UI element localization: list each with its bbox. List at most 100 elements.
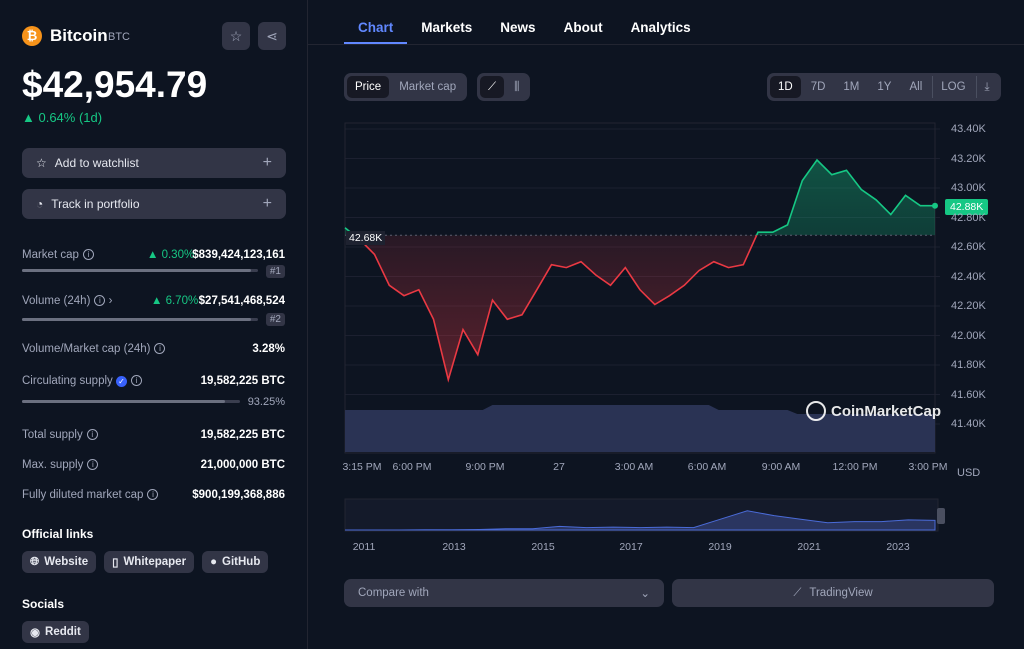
x-tick-label: 27: [553, 461, 565, 473]
candlestick-icon[interactable]: ⫼: [514, 81, 520, 93]
download-icon[interactable]: ⤓: [975, 76, 998, 98]
coin-symbol: BTC: [108, 31, 130, 43]
info-icon[interactable]: i: [87, 459, 99, 471]
market-cap-bar: [22, 269, 258, 272]
info-icon[interactable]: i: [130, 375, 142, 387]
rank-badge: #2: [265, 313, 285, 326]
current-point: [932, 202, 938, 209]
price-line-up: [344, 158, 935, 236]
info-icon[interactable]: i: [94, 295, 106, 307]
portfolio-label: Track in portfolio: [51, 197, 140, 211]
rank-badge: #1: [265, 265, 285, 278]
overview-line: [345, 510, 936, 531]
y-tick-label: 42.40K: [951, 270, 986, 283]
compare-with-select[interactable]: Compare with ⌄: [344, 579, 664, 607]
stat-value: 19,582,225 BTC: [200, 429, 285, 441]
tab-chart[interactable]: Chart: [344, 0, 408, 44]
y-tick-label: 42.20K: [951, 300, 986, 312]
range-1m[interactable]: 1M: [843, 81, 860, 93]
tab-news[interactable]: News: [500, 20, 536, 35]
x-tick-label: 3:00 PM: [908, 461, 948, 473]
market-cap-toggle[interactable]: Market cap: [399, 81, 457, 93]
info-icon[interactable]: i: [86, 429, 98, 441]
coinmarketcap-watermark: CoinMarketCap: [806, 401, 941, 421]
info-icon[interactable]: i: [82, 249, 94, 261]
range-1y[interactable]: 1Y: [877, 81, 892, 93]
y-tick-label: 41.60K: [951, 388, 986, 401]
x-tick-label: 3:00 AM: [614, 461, 654, 473]
plot-border: [344, 122, 936, 454]
info-icon[interactable]: i: [147, 489, 159, 501]
range-1d[interactable]: 1D: [770, 76, 801, 98]
document-icon: ▯: [112, 557, 119, 569]
stat-label: Market cap i: [22, 249, 94, 261]
price-toggle[interactable]: Price: [347, 76, 390, 98]
divider: [308, 44, 1024, 45]
website-link[interactable]: 🌐︎ Website: [22, 551, 97, 573]
github-link[interactable]: ● GitHub: [202, 551, 269, 573]
log-toggle[interactable]: LOG: [932, 76, 973, 98]
price: $42,954.79: [22, 64, 208, 105]
x-tick-label: 6:00 PM: [392, 461, 432, 473]
stat-value: 19,582,225 BTC: [200, 375, 285, 387]
add-to-watchlist-button[interactable]: ☆ Add to watchlist +: [22, 148, 286, 178]
stat-label: Volume (24h) i ›: [22, 295, 113, 307]
reddit-link[interactable]: ◉ Reddit: [22, 621, 89, 643]
globe-icon: 🌐︎: [30, 555, 40, 568]
socials-title: Socials: [22, 597, 65, 611]
stat-value: 3.28%: [252, 343, 285, 355]
github-icon: ●: [210, 556, 218, 568]
coin-name: Bitcoin: [50, 26, 108, 45]
stat-label: Circulating supply ✓ i: [22, 375, 142, 387]
y-tick-label: 43.20K: [951, 152, 986, 165]
coin-sidebar: ₿ Bitcoin BTC ☆ ⋖ $42,954.79 ▲ 0.64% (1d…: [0, 0, 308, 649]
watchlist-label: Add to watchlist: [54, 156, 139, 170]
y-tick-label: 42.60K: [951, 241, 986, 253]
reference-price-label: 42.68K: [346, 231, 386, 245]
stat-label: Max. supply i: [22, 459, 99, 471]
chart-type-toggle: Price Market cap: [344, 73, 468, 101]
market-cap-value: $839,424,123,161: [192, 249, 285, 261]
y-tick-label: 42.80K: [951, 211, 986, 224]
plus-icon: +: [262, 154, 272, 171]
cmc-logo-icon: [806, 401, 826, 421]
x-tick-label: 12:00 PM: [832, 461, 878, 473]
currency-label: USD: [957, 467, 981, 479]
line-chart-icon[interactable]: ⟋: [480, 76, 505, 98]
volume-value: $27,541,468,524: [198, 295, 285, 307]
overview-year-label: 2023: [886, 541, 910, 553]
chevron-right-icon[interactable]: ›: [108, 295, 113, 307]
bitcoin-logo-icon: ₿: [22, 26, 42, 46]
tab-about[interactable]: About: [563, 20, 603, 35]
official-links-title: Official links: [22, 527, 94, 541]
share-icon[interactable]: ⋖: [258, 22, 286, 50]
chart-style-toggle: ⟋ ⫼: [477, 73, 531, 101]
price-change: ▲ 0.64% (1d): [22, 110, 103, 125]
stat-value: 21,000,000 BTC: [200, 459, 285, 471]
x-tick-label: 9:00 AM: [761, 461, 801, 473]
overview-year-label: 2017: [619, 541, 643, 553]
y-tick-label: 43.00K: [951, 182, 986, 194]
current-price-label: 42.88K: [945, 199, 989, 215]
tradingview-button[interactable]: ⟋ TradingView: [672, 579, 994, 607]
plus-icon: +: [262, 195, 272, 212]
supply-bar: [22, 400, 240, 403]
y-tick-label: 42.00K: [951, 329, 986, 342]
overview-year-label: 2011: [352, 541, 376, 553]
track-portfolio-button[interactable]: ◔ Track in portfolio +: [22, 189, 286, 219]
tab-analytics[interactable]: Analytics: [630, 20, 691, 35]
star-icon[interactable]: ☆: [222, 22, 250, 50]
tab-markets[interactable]: Markets: [421, 20, 473, 35]
x-tick-label: 3:15 PM: [342, 461, 382, 473]
overview-year-label: 2019: [708, 541, 732, 553]
range-all[interactable]: All: [909, 81, 923, 93]
overview-year-label: 2013: [442, 541, 466, 553]
pie-icon: ◔: [36, 197, 44, 211]
whitepaper-link[interactable]: ▯ Whitepaper: [104, 551, 195, 573]
range-7d[interactable]: 7D: [810, 81, 826, 93]
overview-handle: [937, 508, 945, 524]
stat-change: ▲ 6.70%: [151, 295, 199, 307]
x-tick-label: 9:00 PM: [465, 461, 505, 473]
main-tabs: Chart Markets News About Analytics: [344, 0, 705, 44]
